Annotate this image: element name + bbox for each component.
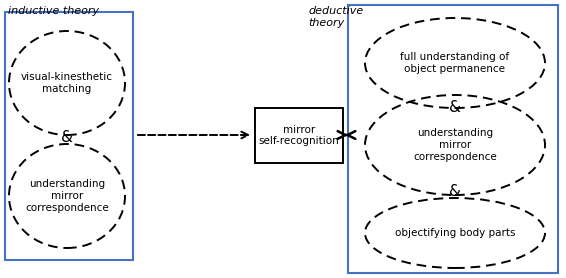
- Text: deductive
theory: deductive theory: [308, 6, 363, 28]
- Bar: [5, 12, 133, 260]
- Text: &: &: [449, 183, 461, 198]
- Text: inductive theory: inductive theory: [8, 6, 99, 16]
- Text: visual-kinesthetic
matching: visual-kinesthetic matching: [21, 72, 113, 94]
- Bar: [255, 108, 343, 163]
- Text: understanding
mirror
correspondence: understanding mirror correspondence: [25, 179, 109, 213]
- Text: full understanding of
object permanence: full understanding of object permanence: [400, 52, 509, 74]
- Text: &: &: [61, 130, 73, 145]
- Text: understanding
mirror
correspondence: understanding mirror correspondence: [413, 128, 497, 162]
- Text: &: &: [449, 101, 461, 115]
- Text: mirror
self-recognition: mirror self-recognition: [259, 125, 340, 146]
- Bar: [348, 5, 558, 273]
- Text: objectifying body parts: objectifying body parts: [395, 228, 515, 238]
